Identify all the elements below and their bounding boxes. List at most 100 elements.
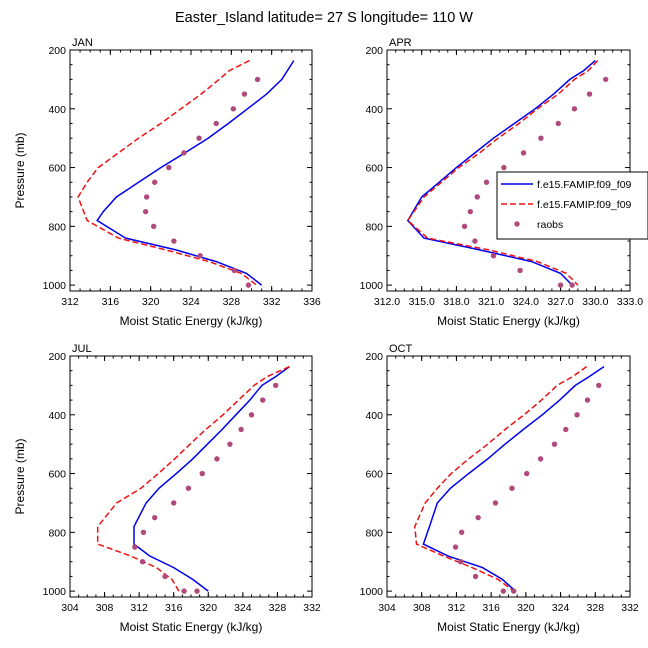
legend: f.e15.FAMIP.f09_f09 f.e15.FAMIP.f09_f09ra…	[496, 171, 648, 240]
x-tick-label: 328	[223, 296, 241, 308]
x-tick-label: 324.0	[513, 296, 539, 308]
x-tick-label: 308	[96, 602, 114, 614]
raobs-point	[150, 223, 157, 230]
x-tick-label: 333.0	[617, 296, 643, 308]
raobs-point	[571, 106, 578, 112]
raobs-point	[143, 194, 150, 200]
y-tick-label: 400	[365, 410, 383, 422]
raobs-point	[152, 514, 158, 521]
panels: JAN 312 316 320 324 328 332 336 200 400 600 800 1000…	[13, 37, 648, 634]
y-tick-label: 800	[48, 221, 66, 233]
raobs-point	[231, 267, 238, 274]
x-axis-label: Moist Static Energy (kJ/kg)	[437, 620, 580, 634]
x-tick-label: 316	[482, 602, 500, 614]
series-line-model-2	[96, 365, 290, 592]
x-tick-label: 332	[621, 602, 639, 614]
raobs-point	[248, 412, 255, 418]
series-line-model-1	[96, 60, 295, 286]
legend-entry-label: f.e15.FAMIP.f09_f09	[537, 199, 632, 211]
raobs-point	[537, 456, 544, 462]
y-tick-label: 200	[48, 45, 66, 57]
raobs-point	[472, 573, 479, 580]
series-line-model-2	[406, 60, 599, 286]
raobs-point	[555, 120, 561, 127]
x-tick-label: 316	[165, 602, 183, 614]
raobs-point	[490, 253, 497, 259]
x-tick-label: 304	[61, 602, 79, 614]
y-tick-label: 200	[48, 351, 66, 363]
raobs-point	[511, 588, 517, 594]
raobs-point	[458, 529, 465, 536]
x-tick-label: 328	[587, 602, 605, 614]
raobs-point	[458, 559, 464, 565]
chart-panel-oct: OCT 304 308 312 316 320 324 328 332 200 400 600 800 1…	[360, 343, 639, 634]
y-tick-label: 600	[365, 163, 383, 175]
raobs-point	[563, 426, 569, 433]
raobs-point	[474, 194, 480, 200]
x-tick-label: 308	[413, 602, 431, 614]
y-tick-label: 400	[365, 104, 383, 116]
raobs-point	[238, 426, 244, 433]
y-tick-label: 200	[365, 45, 383, 57]
x-tick-label: 318.0	[443, 296, 469, 308]
raobs-point	[139, 559, 146, 565]
raobs-point	[501, 164, 507, 171]
raobs-point	[509, 485, 515, 491]
y-tick-label: 400	[48, 104, 66, 116]
raobs-point	[517, 267, 523, 274]
raobs-point	[199, 470, 205, 477]
raobs-point	[166, 164, 172, 171]
raobs-point	[230, 106, 237, 112]
x-tick-label: 312.0	[374, 296, 400, 308]
x-tick-label: 312	[61, 296, 79, 308]
y-tick-label: 200	[365, 351, 383, 363]
y-tick-label: 400	[48, 410, 66, 422]
x-tick-label: 320	[142, 296, 160, 308]
y-tick-label: 600	[365, 469, 383, 481]
raobs-point	[551, 441, 558, 447]
series-line-model-2	[414, 365, 588, 592]
plot-frame	[69, 355, 313, 598]
series-line-model-2	[77, 59, 257, 286]
x-axis-label: Moist Static Energy (kJ/kg)	[120, 620, 263, 634]
raobs-point	[227, 441, 233, 447]
x-tick-label: 332	[303, 602, 321, 614]
chart-panel-jul: JUL 304 308 312 316 320 324 328 332 200 400 600 800 1…	[13, 343, 321, 634]
raobs-point	[492, 500, 499, 506]
legend-box	[496, 171, 648, 240]
legend-raobs-marker	[514, 221, 520, 227]
x-axis-label: Moist Static Energy (kJ/kg)	[120, 314, 263, 328]
y-tick-label: 800	[48, 527, 66, 539]
raobs-point	[452, 544, 459, 550]
raobs-point	[181, 588, 187, 594]
series-line-model-1	[133, 365, 290, 592]
x-tick-label: 316	[102, 296, 120, 308]
raobs-point	[472, 238, 478, 244]
x-tick-label: 320	[200, 602, 218, 614]
series-line-model-1	[422, 365, 605, 592]
y-tick-label: 1000	[360, 586, 384, 598]
x-tick-label: 315.0	[409, 296, 435, 308]
raobs-point	[500, 588, 506, 594]
raobs-point	[273, 382, 279, 389]
panel-label: JAN	[72, 37, 93, 49]
raobs-point	[467, 208, 474, 215]
raobs-point	[140, 529, 147, 536]
panel-label: JUL	[72, 343, 92, 355]
raobs-point	[569, 282, 575, 288]
y-tick-label: 1000	[360, 280, 384, 292]
x-tick-label: 304	[378, 602, 396, 614]
legend-entry-label: f.e15.FAMIP.f09_f09	[537, 179, 632, 191]
raobs-point	[584, 397, 591, 403]
panel-label: OCT	[389, 343, 413, 355]
plot-frame	[386, 49, 631, 292]
raobs-point	[254, 76, 261, 83]
raobs-point	[538, 135, 544, 141]
y-tick-label: 1000	[43, 586, 67, 598]
raobs-point	[185, 485, 192, 491]
y-axis-label: Pressure (mb)	[13, 132, 27, 208]
x-tick-label: 328	[269, 602, 287, 614]
raobs-point	[152, 179, 158, 185]
raobs-point	[171, 500, 177, 506]
